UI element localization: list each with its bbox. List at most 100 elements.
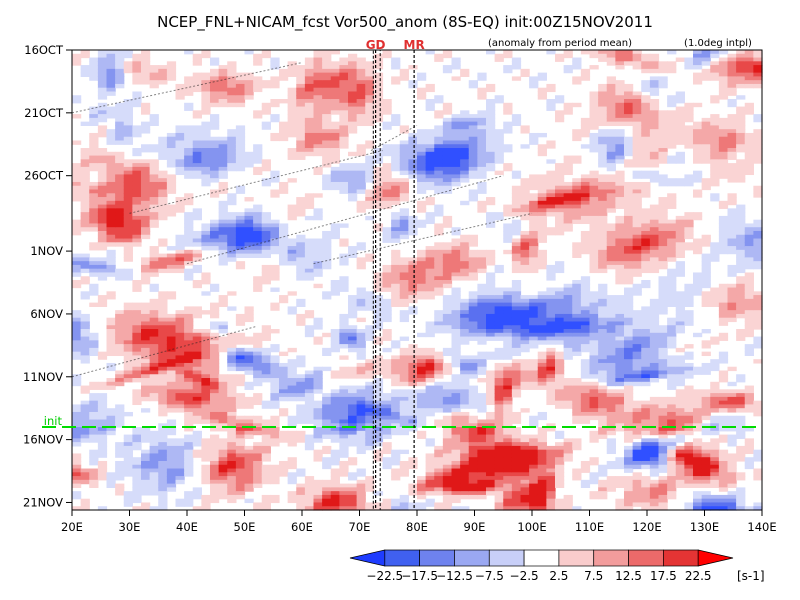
field-cell (123, 336, 133, 341)
field-cell (322, 419, 332, 424)
field-cell (304, 148, 315, 153)
field-cell (141, 302, 151, 307)
field-cell (417, 253, 427, 258)
field-cell (201, 332, 211, 338)
field-cell (606, 117, 616, 123)
field-cell (442, 351, 453, 357)
field-cell (348, 438, 358, 443)
field-cell (115, 174, 125, 179)
field-cell (520, 129, 530, 134)
field-cell (244, 208, 254, 213)
field-cell (546, 479, 556, 485)
field-cell (382, 166, 392, 172)
field-cell (417, 72, 427, 77)
field-cell (141, 325, 151, 330)
field-cell (339, 396, 349, 402)
field-cell (434, 268, 444, 274)
field-cell (253, 506, 263, 511)
field-cell (382, 498, 392, 504)
field-cell (210, 362, 220, 368)
field-cell (106, 321, 116, 326)
field-cell (158, 313, 168, 319)
field-cell (132, 238, 142, 243)
field-cell (141, 276, 151, 281)
field-cell (555, 366, 565, 372)
field-cell (141, 389, 151, 394)
subtitle-left: (anomaly from period mean) (488, 38, 632, 49)
field-cell (417, 280, 427, 285)
field-cell (218, 204, 228, 209)
field-cell (546, 476, 556, 481)
field-cell (606, 155, 616, 160)
field-cell (356, 261, 366, 266)
field-cell (322, 148, 332, 153)
field-cell (598, 230, 608, 236)
field-cell (72, 411, 82, 417)
field-cell (166, 144, 177, 149)
field-cell (227, 223, 237, 228)
field-cell (141, 121, 151, 127)
field-cell (606, 234, 616, 240)
field-cell (546, 264, 556, 270)
field-cell (141, 310, 151, 315)
field-cell (149, 366, 159, 372)
field-cell (97, 264, 108, 270)
field-cell (253, 453, 263, 458)
field-cell (408, 163, 418, 168)
field-cell (365, 430, 375, 436)
field-cell (89, 159, 99, 164)
field-cell (97, 472, 108, 477)
field-cell (244, 479, 254, 485)
field-cell (511, 460, 522, 466)
field-cell (382, 460, 392, 466)
field-cell (546, 193, 556, 198)
field-cell (373, 434, 384, 439)
field-cell (296, 238, 306, 243)
field-cell (330, 185, 340, 191)
field-cell (141, 223, 151, 228)
field-cell (80, 163, 90, 168)
field-cell (615, 144, 625, 149)
field-cell (373, 76, 384, 81)
field-cell (115, 408, 125, 413)
field-cell (442, 381, 453, 387)
field-cell (408, 261, 418, 266)
field-cell (132, 355, 142, 360)
field-cell (529, 468, 539, 473)
field-cell (296, 359, 306, 364)
field-cell (175, 336, 185, 341)
field-cell (149, 464, 159, 470)
field-cell (408, 276, 418, 281)
field-cell (477, 110, 487, 115)
field-cell (391, 185, 401, 191)
field-cell (339, 502, 349, 507)
field-cell (123, 366, 133, 372)
field-cell (356, 306, 366, 311)
field-cell (106, 378, 116, 383)
field-cell (184, 400, 194, 406)
field-cell (244, 87, 254, 93)
field-cell (115, 106, 125, 111)
field-cell (166, 332, 177, 338)
field-cell (123, 313, 133, 319)
field-cell (89, 212, 99, 217)
field-cell (253, 355, 263, 360)
field-cell (322, 449, 332, 455)
field-cell (468, 257, 478, 262)
field-cell (270, 61, 280, 66)
field-cell (175, 268, 185, 274)
field-cell (235, 223, 246, 228)
field-cell (529, 472, 539, 477)
field-cell (270, 189, 280, 194)
field-cell (589, 223, 599, 228)
field-cell (158, 151, 168, 157)
field-cell (537, 502, 547, 507)
field-cell (270, 83, 280, 89)
field-cell (615, 400, 625, 406)
field-cell (348, 53, 358, 59)
field-cell (442, 170, 453, 176)
field-cell (417, 404, 427, 409)
field-cell (382, 170, 392, 176)
field-cell (460, 144, 470, 149)
field-cell (494, 332, 504, 338)
